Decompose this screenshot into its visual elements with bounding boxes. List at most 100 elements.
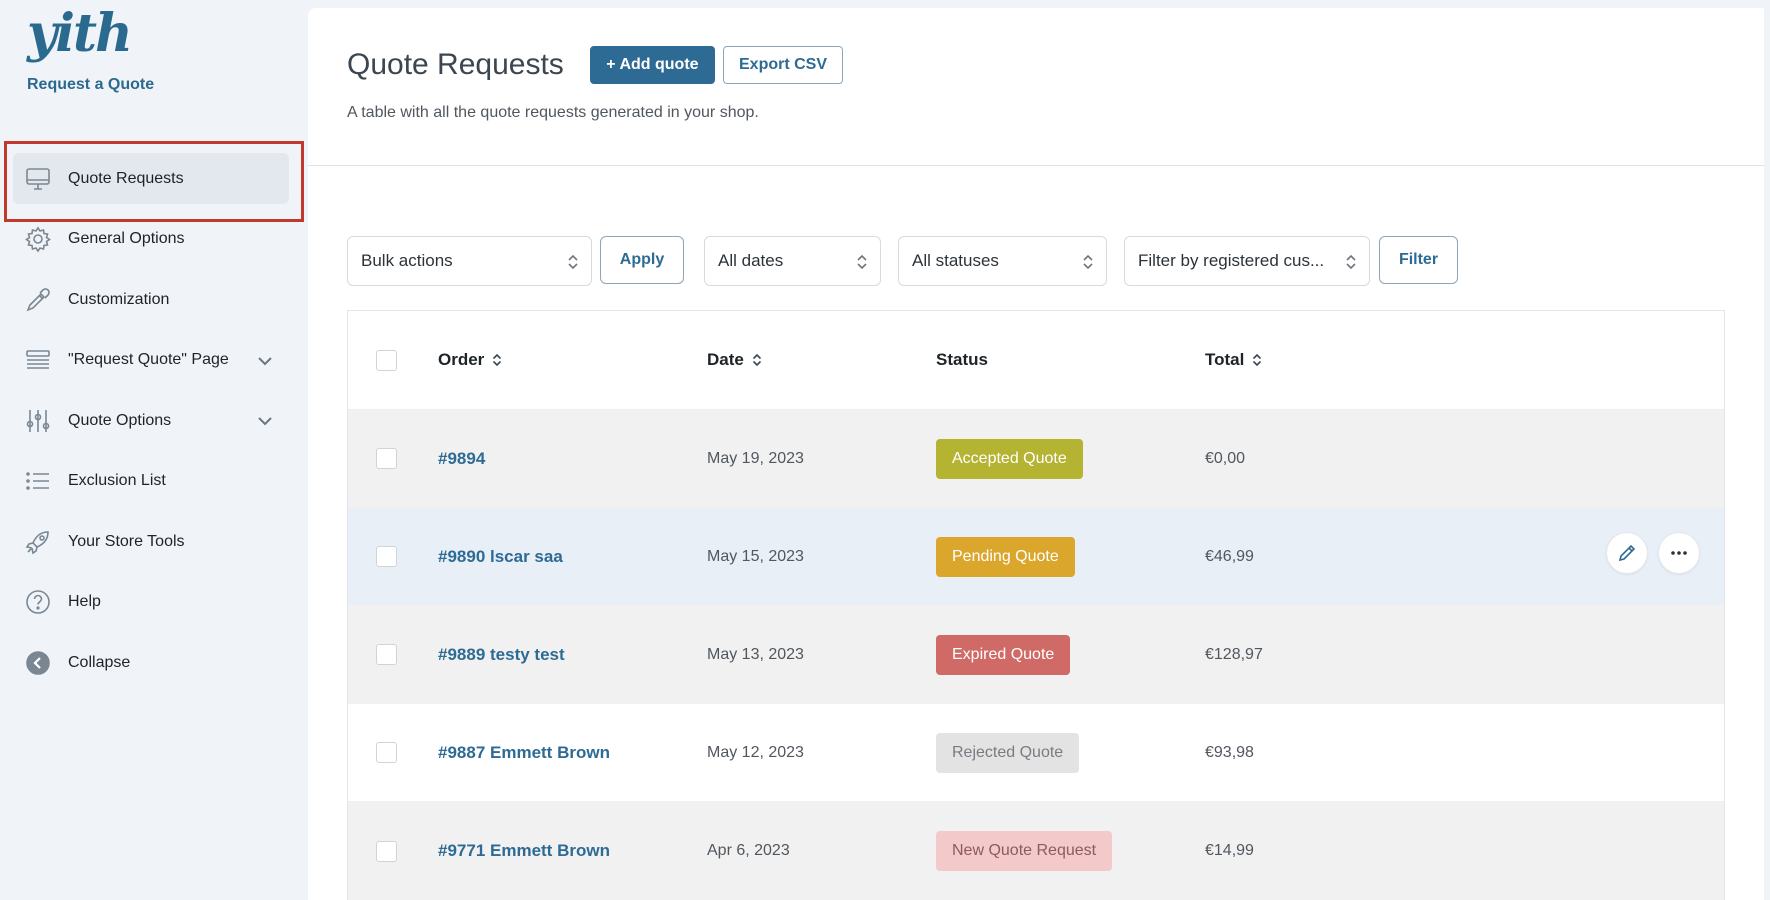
bulk-actions-select[interactable]: Bulk actions <box>347 236 592 286</box>
yith-logo[interactable]: yith <box>27 3 133 64</box>
sliders-icon <box>24 407 52 435</box>
column-date[interactable]: Date <box>707 311 762 409</box>
order-date: May 19, 2023 <box>707 449 804 467</box>
status-badge: Accepted Quote <box>936 438 1083 479</box>
sidebar-item-store-tools[interactable]: Your Store Tools <box>13 516 289 567</box>
row-checkbox[interactable] <box>376 546 397 567</box>
collapse-arrow-icon <box>24 649 52 677</box>
apply-button[interactable]: Apply <box>600 236 684 284</box>
edit-button[interactable] <box>1606 532 1648 574</box>
sidebar-item-label: Your Store Tools <box>68 532 185 550</box>
plugin-name: Request a Quote <box>27 76 155 93</box>
status-badge: Pending Quote <box>936 536 1075 577</box>
sidebar-item-label: General Options <box>68 230 185 247</box>
sidebar-item-label: Customization <box>68 290 170 308</box>
row-checkbox[interactable] <box>376 644 397 665</box>
order-total: €46,99 <box>1205 547 1254 565</box>
updown-caret-icon <box>1082 252 1094 272</box>
eyedropper-icon <box>24 286 52 314</box>
select-value: Filter by registered cus... <box>1138 251 1325 270</box>
gear-icon <box>24 225 52 253</box>
table-row[interactable]: #9889 testy test May 13, 2023 Expired Qu… <box>348 606 1724 704</box>
sidebar-item-label: "Request Quote" Page <box>68 351 229 368</box>
header-checkbox-cell <box>376 311 397 409</box>
layers-icon <box>24 346 52 374</box>
brand: yith Request a Quote <box>27 4 154 94</box>
sidebar-item-label: Collapse <box>68 653 131 671</box>
customer-filter-select[interactable]: Filter by registered cus... <box>1124 236 1370 286</box>
sidebar-item-label: Exclusion List <box>68 472 166 489</box>
sort-icon <box>1252 353 1262 367</box>
order-total: €128,97 <box>1205 645 1263 663</box>
add-quote-button[interactable]: + Add quote <box>590 46 715 84</box>
sort-icon <box>752 353 762 367</box>
more-dots-icon <box>1671 551 1687 555</box>
status-badge: New Quote Request <box>936 831 1113 871</box>
order-link[interactable]: #9887 Emmett Brown <box>438 742 610 762</box>
pencil-icon <box>1618 544 1636 562</box>
order-link[interactable]: #9894 <box>438 448 486 468</box>
page-header: Quote Requests + Add quote Export CSV <box>347 46 844 84</box>
status-badge: Rejected Quote <box>936 732 1080 773</box>
row-actions <box>1606 532 1700 574</box>
order-total: €14,99 <box>1205 842 1254 859</box>
chevron-down-icon[interactable] <box>255 351 275 371</box>
order-link[interactable]: #9771 Emmett Brown <box>438 841 610 860</box>
select-all-checkbox[interactable] <box>376 349 397 371</box>
export-csv-button[interactable]: Export CSV <box>723 46 844 84</box>
column-label: Order <box>438 350 485 369</box>
column-label: Total <box>1205 350 1245 369</box>
column-order[interactable]: Order <box>438 311 502 409</box>
sidebar-nav: Quote Requests General Options Customiza… <box>4 141 304 698</box>
sidebar-item-customization[interactable]: Customization <box>13 274 289 325</box>
order-date: May 13, 2023 <box>707 645 804 663</box>
sidebar-item-label: Quote Requests <box>68 169 184 187</box>
sidebar-item-quote-requests[interactable]: Quote Requests <box>4 141 304 222</box>
column-label: Date <box>707 350 744 369</box>
sidebar-item-request-quote-page[interactable]: "Request Quote" Page <box>13 335 289 386</box>
quotes-table: Order Date Status Total #9894 May 19, 20… <box>347 310 1725 900</box>
chevron-down-icon[interactable] <box>255 411 275 431</box>
sort-icon <box>492 353 502 367</box>
column-label: Status <box>936 350 988 369</box>
row-checkbox[interactable] <box>376 742 397 763</box>
order-total: €93,98 <box>1205 743 1254 761</box>
sidebar-item-general-options[interactable]: General Options <box>13 214 289 265</box>
main-panel: Quote Requests + Add quote Export CSV A … <box>308 8 1764 900</box>
date-filter-select[interactable]: All dates <box>704 236 881 286</box>
sidebar: yith Request a Quote Quote Requests Gene… <box>0 0 305 900</box>
order-link[interactable]: #9889 testy test <box>438 644 565 664</box>
status-badge: Expired Quote <box>936 634 1071 675</box>
select-value: All dates <box>718 251 784 270</box>
row-checkbox[interactable] <box>376 840 397 862</box>
column-status: Status <box>936 311 988 409</box>
filter-button[interactable]: Filter <box>1379 236 1458 284</box>
sidebar-item-collapse[interactable]: Collapse <box>13 637 289 688</box>
table-row[interactable]: #9890 lscar saa May 15, 2023 Pending Quo… <box>348 508 1724 606</box>
status-filter-select[interactable]: All statuses <box>898 236 1107 286</box>
help-circle-icon <box>24 588 52 616</box>
updown-caret-icon <box>1345 252 1357 272</box>
sidebar-item-label: Help <box>68 593 101 610</box>
select-value: Bulk actions <box>361 251 453 270</box>
sidebar-item-exclusion-list[interactable]: Exclusion List <box>13 456 289 507</box>
updown-caret-icon <box>567 252 579 272</box>
updown-caret-icon <box>856 252 868 272</box>
order-total: €0,00 <box>1205 449 1246 467</box>
list-icon <box>24 467 52 495</box>
select-value: All statuses <box>912 251 999 270</box>
sidebar-item-quote-options[interactable]: Quote Options <box>13 395 289 446</box>
sidebar-item-help[interactable]: Help <box>13 577 289 628</box>
row-checkbox[interactable] <box>376 448 397 469</box>
table-row[interactable]: #9771 Emmett Brown Apr 6, 2023 New Quote… <box>348 802 1724 900</box>
table-header: Order Date Status Total <box>348 311 1724 410</box>
order-link[interactable]: #9890 lscar saa <box>438 546 563 566</box>
rocket-icon <box>24 528 52 556</box>
column-total[interactable]: Total <box>1205 311 1262 409</box>
more-actions-button[interactable] <box>1658 532 1700 574</box>
table-row[interactable]: #9887 Emmett Brown May 12, 2023 Rejected… <box>348 704 1724 802</box>
sidebar-item-label: Quote Options <box>68 411 172 429</box>
order-date: May 15, 2023 <box>707 547 804 565</box>
table-row[interactable]: #9894 May 19, 2023 Accepted Quote €0,00 <box>348 410 1724 508</box>
order-date: May 12, 2023 <box>707 743 804 761</box>
